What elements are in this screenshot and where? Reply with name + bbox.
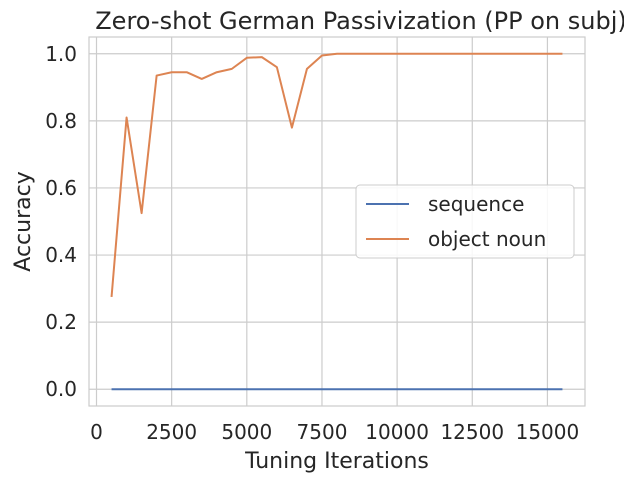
legend-box bbox=[355, 184, 575, 259]
y-tick-label: 1.0 bbox=[45, 42, 77, 66]
series-line-object-noun bbox=[110, 52, 563, 298]
y-tick-label: 0.8 bbox=[45, 109, 77, 133]
y-tick-label: 0.6 bbox=[45, 176, 77, 200]
legend-label-object-noun: object noun bbox=[428, 227, 546, 251]
x-tick-label: 7500 bbox=[297, 420, 348, 444]
y-axis-title: Accuracy bbox=[11, 171, 36, 271]
y-tick-label: 0.2 bbox=[45, 310, 77, 334]
x-tick-label: 0 bbox=[90, 420, 103, 444]
x-tick-label: 2500 bbox=[146, 420, 197, 444]
series-layer bbox=[110, 52, 563, 391]
x-tick-label: 12500 bbox=[440, 420, 504, 444]
x-tick-label: 5000 bbox=[221, 420, 272, 444]
x-tick-labels: 0 2500 5000 7500 10000 12500 15000 bbox=[90, 420, 579, 444]
x-tick-label: 15000 bbox=[516, 420, 580, 444]
y-tick-labels: 0.0 0.2 0.4 0.6 0.8 1.0 bbox=[45, 42, 77, 401]
y-tick-label: 0.4 bbox=[45, 243, 77, 267]
x-axis-title: Tuning Iterations bbox=[244, 449, 429, 474]
plot-area-frame bbox=[88, 36, 586, 407]
legend-label-sequence: sequence bbox=[428, 192, 524, 216]
y-tick-label: 0.0 bbox=[45, 377, 77, 401]
x-tick-label: 10000 bbox=[365, 420, 429, 444]
chart-title: Zero-shot German Passivization (PP on su… bbox=[95, 7, 624, 35]
legend: sequence object noun bbox=[355, 184, 575, 259]
